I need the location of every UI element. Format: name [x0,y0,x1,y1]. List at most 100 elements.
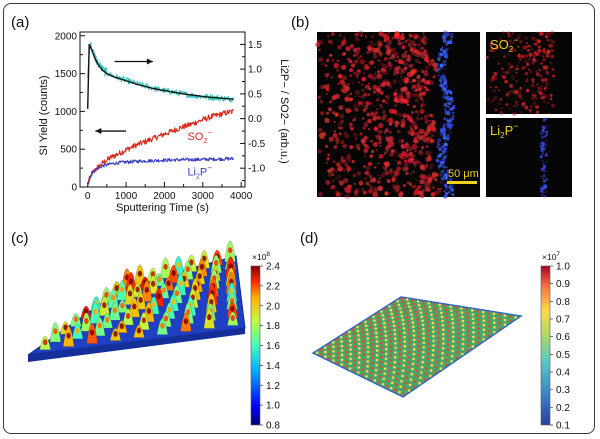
surface-peak [356,325,359,329]
texture-dot [355,143,360,149]
texture-dot [361,84,363,86]
surface-peak [446,348,450,352]
surface-peak [375,340,379,343]
surface-peak [417,303,421,307]
surface-peak [394,351,397,354]
texture-dot [430,192,436,197]
surface-peak [339,336,343,339]
surface-peak [344,360,348,364]
texture-dot [364,105,369,110]
texture-dot [545,85,547,87]
texture-dot [493,96,498,100]
surface-peak [384,330,387,333]
texture-dot [382,166,386,170]
texture-dot [539,31,544,36]
texture-dot [543,31,548,36]
texture-dot [437,187,440,191]
surface-peak [385,385,389,388]
texture-dot [493,106,495,108]
surface-peak [388,369,391,372]
surface-peak [358,356,361,360]
texture-dot [376,179,381,184]
texture-dot [379,130,383,134]
texture-dot [546,140,548,142]
texture-dot [441,67,444,70]
texture-dot [432,75,436,79]
texture-dot [380,116,386,121]
texture-dot [387,37,389,39]
surface-peak [455,310,459,313]
texture-dot [391,153,394,156]
surface-peak [407,332,411,336]
texture-dot [348,125,353,129]
texture-dot [357,147,361,151]
y-tick-label: 2000 [55,31,78,42]
texture-dot [422,174,428,180]
texture-dot [367,45,372,50]
surface-peak [379,328,382,332]
texture-dot [406,91,410,94]
texture-dot [353,169,355,171]
texture-dot [551,44,555,47]
texture-dot [540,38,543,40]
texture-dot [542,55,545,58]
texture-dot [413,40,416,43]
surface-peak [460,311,464,314]
surface-peak-highlight [125,313,131,319]
texture-dot [353,182,357,186]
texture-dot [412,50,418,57]
texture-dot [413,185,416,188]
surface-peak [352,332,356,336]
texture-dot [506,103,508,106]
surface-peak [414,310,418,314]
surface-peak [447,334,450,337]
surface-peak-highlight [174,290,180,297]
texture-dot [363,63,369,69]
texture-dot [390,149,395,153]
texture-dot [413,137,419,143]
texture-dot [547,32,551,35]
texture-dot [378,153,384,159]
texture-dot [452,104,456,108]
texture-dot [440,48,443,52]
surface-peak-highlight [161,287,166,294]
texture-dot [540,143,544,147]
texture-dot [409,129,412,133]
texture-dot [552,106,554,108]
surface-peak [472,335,475,339]
texture-dot [536,91,539,93]
texture-dot [389,122,393,126]
texture-dot [334,93,340,99]
texture-dot [439,188,443,191]
surface-peak-highlight [178,280,183,287]
texture-dot [374,72,377,75]
texture-dot [378,52,383,57]
texture-dot [527,79,529,81]
texture-dot [367,161,373,167]
texture-dot [430,58,435,63]
texture-dot [353,126,355,128]
texture-dot [430,152,433,154]
texture-dot [317,127,323,133]
colorbar-tick-label: 0.4 [556,368,570,379]
surface-peak [427,301,431,305]
panel-c-label: (c) [11,230,29,247]
surface-peak [389,359,392,362]
texture-dot [543,90,546,92]
surface-peak-highlight [166,280,171,287]
texture-dot [397,58,403,65]
texture-dot [506,53,509,56]
texture-dot [413,35,418,40]
texture-dot [345,108,347,111]
surface-peak [412,338,416,342]
texture-dot [388,170,392,173]
texture-dot [448,34,450,36]
texture-dot [380,84,384,87]
surface-peak [461,319,465,323]
surface-peak [436,318,439,322]
surface-peak [370,361,374,365]
texture-dot [387,62,393,68]
texture-dot [393,110,399,116]
texture-dot [340,158,346,164]
texture-dot [538,32,542,35]
